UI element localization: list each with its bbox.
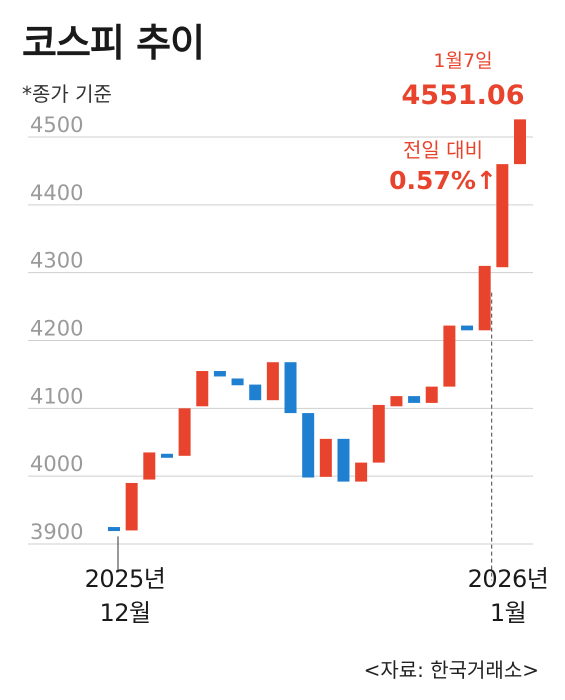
waterfall-bar: [302, 413, 315, 478]
waterfall-bar: [196, 371, 209, 407]
waterfall-bar: [249, 384, 262, 401]
waterfall-bar: [514, 119, 526, 165]
chart-title: 코스피 추이: [22, 21, 205, 65]
x-label-start-year: 2025년: [84, 565, 166, 593]
waterfall-bar: [213, 371, 226, 377]
waterfall-bar: [125, 482, 138, 531]
waterfall-bar: [408, 396, 421, 403]
waterfall-bar: [355, 462, 368, 482]
x-label-end-year: 2026년: [467, 565, 549, 593]
waterfall-bar: [478, 265, 491, 331]
annotation-change-value: 0.57%↑: [389, 166, 497, 195]
x-label-start-month: 12월: [99, 599, 151, 627]
waterfall-bar: [266, 362, 279, 401]
waterfall-bar: [108, 527, 120, 532]
annotation-change-label: 전일 대비: [403, 138, 483, 162]
x-label-end-month: 1월: [489, 599, 527, 627]
waterfall-bar: [231, 378, 244, 386]
waterfall-bar: [390, 396, 403, 407]
y-tick-label: 4500: [30, 113, 83, 137]
waterfall-bar: [284, 362, 297, 414]
annotation-value: 4551.06: [401, 80, 525, 111]
y-tick-label: 4000: [30, 452, 83, 476]
waterfall-bar: [372, 404, 385, 463]
waterfall-bar: [319, 438, 332, 477]
waterfall-bar: [425, 386, 438, 403]
y-tick-label: 3900: [30, 520, 83, 544]
waterfall-bar: [461, 325, 474, 331]
x-label-end: 2026년 1월: [448, 562, 565, 630]
waterfall-bar: [496, 164, 509, 268]
annotation-date: 1월7일: [433, 50, 493, 72]
y-tick-label: 4300: [30, 249, 83, 273]
waterfall-bar: [160, 453, 173, 458]
waterfall-bar: [443, 325, 456, 387]
chart-subtitle: *종가 기준: [22, 82, 112, 106]
waterfall-bar: [337, 438, 350, 482]
x-label-start: 2025년 12월: [70, 562, 180, 630]
waterfall-bar: [178, 408, 191, 456]
y-tick-label: 4400: [30, 181, 83, 205]
y-tick-label: 4100: [30, 384, 83, 408]
source-note: <자료: 한국거래소>: [363, 658, 539, 682]
y-tick-label: 4200: [30, 317, 83, 341]
waterfall-bar: [143, 452, 156, 480]
